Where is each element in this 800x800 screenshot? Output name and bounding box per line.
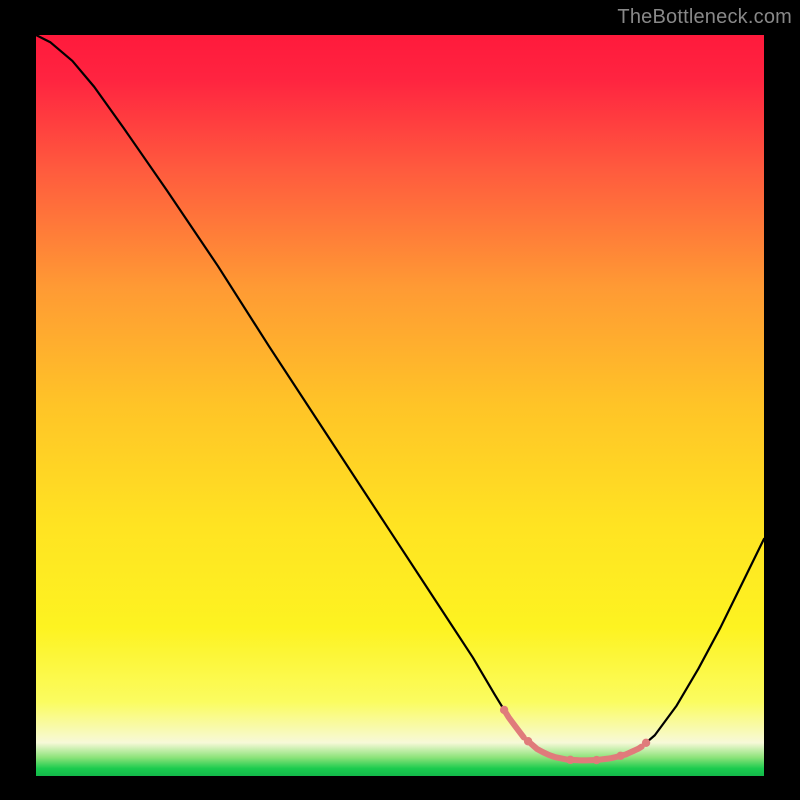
- watermark-label: TheBottleneck.com: [617, 6, 792, 29]
- gradient-plot-area: [36, 35, 764, 776]
- optimal-range-dot: [524, 737, 532, 745]
- optimal-range-segment: [598, 756, 618, 760]
- optimal-range-dot: [642, 739, 650, 747]
- optimal-range-dot: [566, 756, 574, 764]
- optimal-range-dot: [616, 752, 624, 760]
- optimal-range-dot: [500, 706, 508, 714]
- optimal-range-dot: [592, 756, 600, 764]
- bottleneck-curve-chart: [0, 0, 800, 800]
